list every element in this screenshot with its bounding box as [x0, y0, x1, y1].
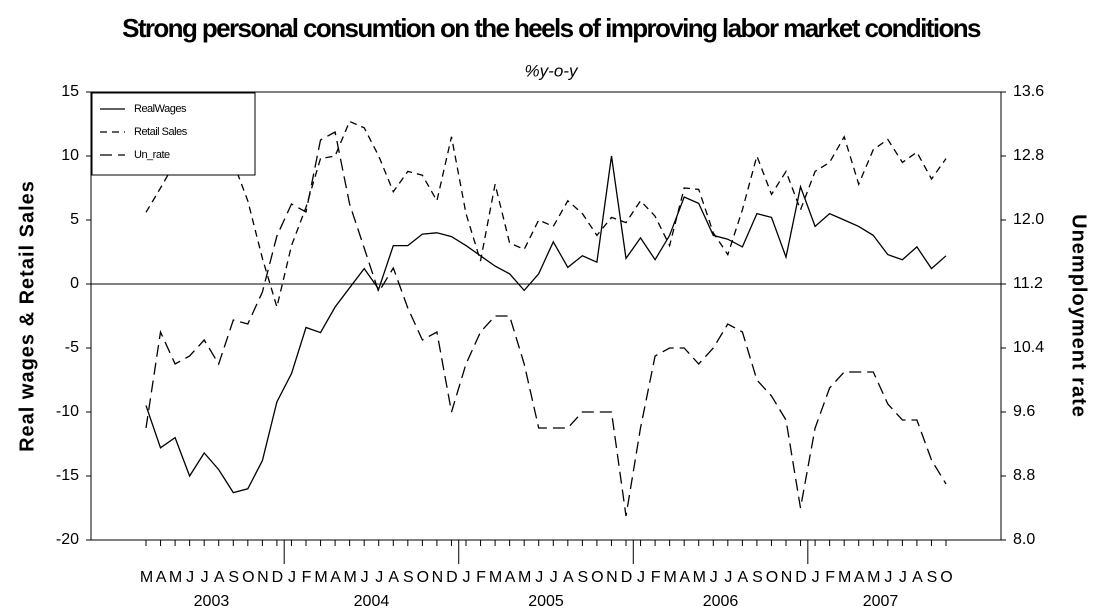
series-line: [145, 116, 947, 310]
x-tick-label: A: [330, 569, 341, 586]
x-tick-label: J: [535, 569, 542, 586]
year-label: 2004: [354, 593, 390, 610]
x-tick-label: M: [518, 569, 531, 586]
x-tick-label: F: [651, 569, 661, 586]
x-tick-label: J: [710, 569, 717, 586]
y2-tick-label: 8.8: [1013, 467, 1035, 484]
chart-title: Strong personal consumtion on the heels …: [122, 13, 981, 43]
x-tick-label: S: [228, 569, 238, 586]
x-tick-label: A: [679, 569, 690, 586]
x-tick-label: J: [463, 569, 470, 586]
year-label: 2007: [863, 593, 899, 610]
y2-tick-label: 13.6: [1013, 83, 1044, 100]
x-tick-label: M: [140, 569, 153, 586]
x-tick-label: N: [606, 569, 617, 586]
y2-tick-label: 12.0: [1013, 211, 1044, 228]
x-tick-label: O: [242, 569, 254, 586]
x-tick-label: S: [927, 569, 937, 586]
x-tick-label: D: [272, 569, 283, 586]
legend-label: Retail Sales: [134, 126, 188, 138]
x-tick-label: J: [812, 569, 819, 586]
x-tick-label: J: [637, 569, 644, 586]
x-tick-label: M: [343, 569, 356, 586]
x-tick-label: S: [578, 569, 588, 586]
x-tick-label: J: [375, 569, 382, 586]
legend-box: [91, 92, 256, 176]
series-line: [145, 155, 947, 494]
x-tick-label: D: [795, 569, 806, 586]
y2-tick-label: 11.2: [1013, 275, 1043, 292]
x-tick-label: A: [912, 569, 923, 586]
x-tick-label: M: [663, 569, 676, 586]
y-tick-label: 10: [61, 147, 79, 164]
x-tick-label: S: [403, 569, 413, 586]
x-tick-label: J: [201, 569, 208, 586]
x-tick-label: A: [563, 569, 574, 586]
x-tick-label: M: [314, 569, 327, 586]
x-tick-label: A: [214, 569, 225, 586]
legend-label: RealWages: [134, 103, 187, 115]
x-tick-label: N: [781, 569, 792, 586]
x-tick-label: A: [854, 569, 865, 586]
x-tick-label: J: [186, 569, 193, 586]
x-tick-label: F: [476, 569, 486, 586]
x-tick-label: F: [302, 569, 312, 586]
y-tick-label: 5: [70, 211, 79, 228]
y-tick-label: -15: [56, 467, 79, 484]
y-tick-label: -10: [56, 403, 79, 420]
x-tick-label: J: [288, 569, 295, 586]
series-line: [145, 131, 947, 517]
x-tick-label: A: [156, 569, 167, 586]
x-tick-label: N: [257, 569, 268, 586]
x-tick-label: M: [867, 569, 880, 586]
x-tick-label: M: [489, 569, 502, 586]
year-label: 2003: [194, 593, 230, 610]
legend-label: Un_rate: [134, 149, 170, 161]
x-tick-label: D: [446, 569, 457, 586]
x-tick-label: O: [940, 569, 952, 586]
year-label: 2005: [528, 593, 564, 610]
x-tick-label: M: [693, 569, 706, 586]
x-tick-label: O: [591, 569, 603, 586]
x-tick-label: A: [738, 569, 749, 586]
y2-tick-label: 12.8: [1013, 147, 1044, 164]
y2-tick-label: 10.4: [1013, 339, 1044, 356]
x-tick-label: O: [417, 569, 429, 586]
x-tick-label: J: [724, 569, 731, 586]
y-tick-label: 0: [70, 275, 79, 292]
x-tick-label: A: [388, 569, 399, 586]
y-axis-label: Real wages & Retail Sales: [16, 180, 38, 452]
x-tick-label: A: [505, 569, 516, 586]
x-tick-label: J: [899, 569, 906, 586]
x-tick-label: S: [752, 569, 762, 586]
x-tick-label: J: [361, 569, 368, 586]
x-tick-label: J: [550, 569, 557, 586]
x-tick-label: D: [621, 569, 632, 586]
year-label: 2006: [703, 593, 739, 610]
x-tick-label: F: [825, 569, 835, 586]
y-tick-label: -5: [65, 339, 79, 356]
chart-subtitle: %y-o-y: [525, 61, 579, 80]
y-tick-label: -20: [56, 531, 79, 548]
y-tick-label: 15: [61, 83, 79, 100]
plot-frame: [90, 91, 1002, 541]
y2-axis-label: Unemployment rate: [1068, 214, 1090, 418]
x-tick-label: O: [766, 569, 778, 586]
x-tick-label: M: [169, 569, 182, 586]
y2-tick-label: 9.6: [1013, 403, 1035, 420]
x-tick-label: M: [838, 569, 851, 586]
x-tick-label: N: [432, 569, 443, 586]
y2-tick-label: 8.0: [1013, 531, 1035, 548]
x-tick-label: J: [884, 569, 891, 586]
